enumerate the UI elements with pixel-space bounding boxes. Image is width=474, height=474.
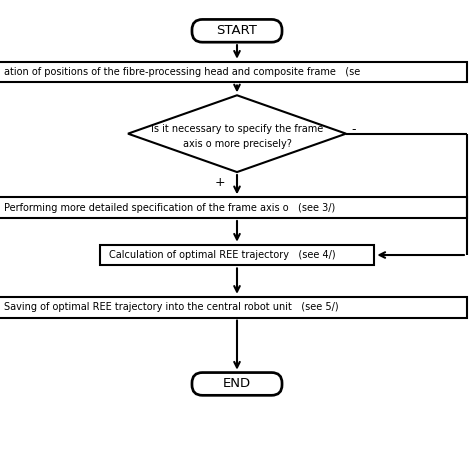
- Text: ation of positions of the fibre-processing head and composite frame   (se: ation of positions of the fibre-processi…: [4, 67, 360, 77]
- Text: Calculation of optimal REE trajectory   (see 4/): Calculation of optimal REE trajectory (s…: [109, 250, 336, 260]
- Text: +: +: [215, 176, 226, 189]
- Text: -: -: [352, 123, 356, 137]
- Bar: [0, 197, 467, 218]
- Bar: [0, 297, 467, 318]
- Text: Saving of optimal REE trajectory into the central robot unit   (see 5/): Saving of optimal REE trajectory into th…: [4, 302, 338, 312]
- Bar: [0, 62, 467, 82]
- Text: END: END: [223, 377, 251, 391]
- Text: START: START: [217, 24, 257, 37]
- Text: Performing more detailed specification of the frame axis o   (see 3/): Performing more detailed specification o…: [4, 202, 335, 213]
- Text: axis o more precisely?: axis o more precisely?: [182, 139, 292, 149]
- FancyBboxPatch shape: [192, 373, 282, 395]
- Polygon shape: [128, 95, 346, 172]
- Text: Is it necessary to specify the frame: Is it necessary to specify the frame: [151, 124, 323, 134]
- Bar: [100, 245, 374, 265]
- FancyBboxPatch shape: [192, 19, 282, 42]
